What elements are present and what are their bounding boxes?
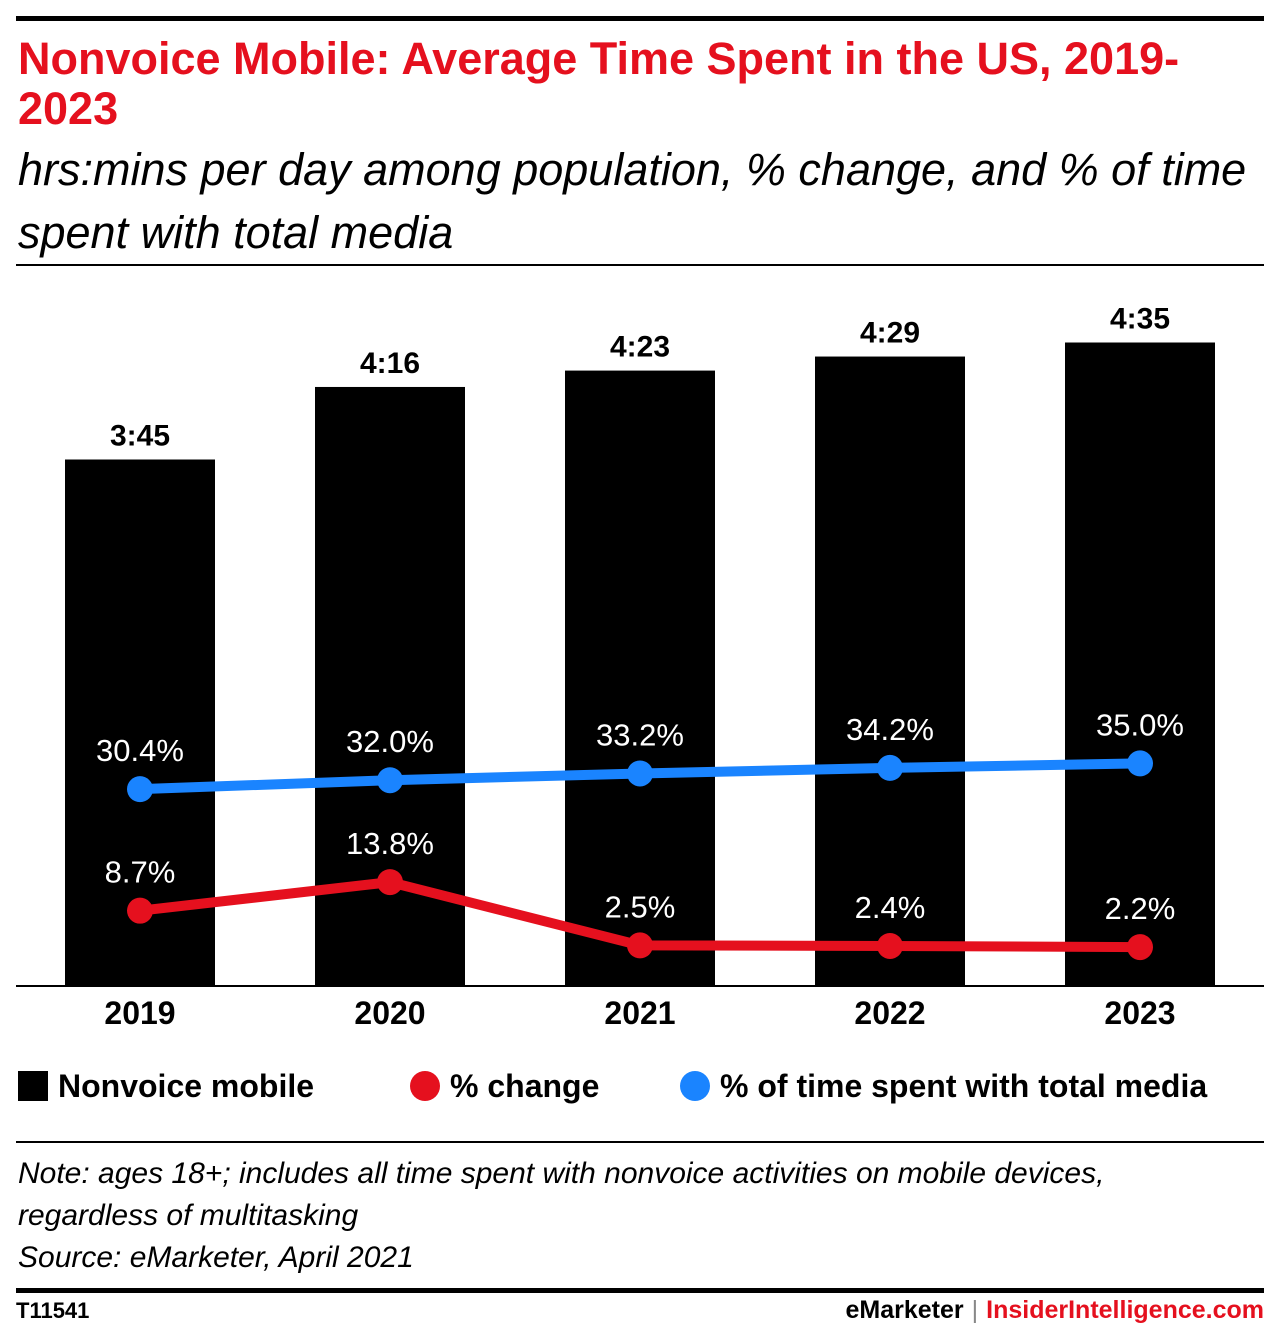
blue-dot-icon	[680, 1071, 710, 1101]
note-line-2: regardless of multitasking	[18, 1199, 359, 1232]
series-0-label-2022: 2.4%	[855, 890, 926, 925]
series-1-point-2021	[627, 760, 653, 787]
bar-value-label-2021: 4:23	[610, 331, 670, 364]
note-line-1: Note: ages 18+; includes all time spent …	[18, 1157, 1105, 1190]
series-1-point-2023	[1127, 750, 1153, 777]
legend-item-bars: Nonvoice mobile	[18, 1063, 314, 1109]
bar-2021	[565, 370, 715, 987]
chart-id: T11541	[16, 1298, 90, 1323]
bar-value-label-2019: 3:45	[110, 420, 170, 453]
x-tick-2021: 2021	[604, 995, 675, 1031]
series-1-label-2020: 32.0%	[346, 724, 434, 759]
bar-value-label-2023: 4:35	[1110, 303, 1170, 336]
chart-note: Note: ages 18+; includes all time spent …	[18, 1153, 1268, 1279]
legend-label-bars: Nonvoice mobile	[58, 1067, 315, 1104]
series-0-label-2023: 2.2%	[1105, 891, 1176, 926]
chart-subtitle: hrs:mins per day among population, % cha…	[18, 144, 1247, 258]
bar-value-label-2022: 4:29	[860, 317, 920, 350]
legend-label-change: % change	[450, 1067, 600, 1104]
series-0-label-2021: 2.5%	[605, 889, 676, 924]
top-rule	[16, 16, 1264, 21]
subtitle-rule	[16, 264, 1264, 266]
chart-title: Nonvoice Mobile: Average Time Spent in t…	[18, 33, 1180, 134]
series-1-point-2019	[127, 776, 153, 803]
series-0-label-2019: 8.7%	[105, 855, 176, 890]
series-0-point-2020	[377, 869, 403, 896]
footer-rule	[16, 1288, 1264, 1293]
x-tick-2022: 2022	[854, 995, 925, 1031]
series-1-label-2019: 30.4%	[96, 733, 184, 768]
note-rule	[16, 1141, 1264, 1143]
series-1-label-2022: 34.2%	[846, 712, 934, 747]
series-1-label-2023: 35.0%	[1096, 707, 1184, 742]
source-line: Source: eMarketer, April 2021	[18, 1241, 414, 1274]
x-tick-2023: 2023	[1104, 995, 1175, 1031]
series-0-point-2023	[1127, 934, 1153, 961]
x-tick-2019: 2019	[104, 995, 175, 1031]
bar-2023	[1065, 342, 1215, 986]
footer-brand: eMarketer | InsiderIntelligence.com	[846, 1296, 1265, 1325]
emarketer-logo-text: eMarketer	[845, 1296, 964, 1324]
series-1-label-2021: 33.2%	[596, 717, 684, 752]
bar-2022	[815, 356, 965, 986]
series-0-point-2021	[627, 932, 653, 959]
series-1-point-2022	[877, 754, 903, 781]
bar-swatch-icon	[18, 1071, 48, 1101]
chart-area: 3:45 2019 4:16 2020 4:23 2021 4:29 2022 4:35 2023…	[16, 303, 1264, 1032]
insider-intelligence-link[interactable]: InsiderIntelligence.com	[986, 1296, 1264, 1324]
legend-label-share: % of time spent with total media	[720, 1067, 1208, 1104]
red-dot-icon	[410, 1071, 440, 1101]
brand-separator: |	[971, 1296, 979, 1324]
series-0-point-2019	[127, 897, 153, 924]
series-0-label-2020: 13.8%	[346, 826, 434, 861]
x-tick-2020: 2020	[354, 995, 425, 1031]
lines-layer	[127, 750, 1153, 961]
bar-value-label-2020: 4:16	[360, 347, 420, 380]
series-1-point-2020	[377, 767, 403, 794]
labels-layer: 3:45 2019 4:16 2020 4:23 2021 4:29 2022 4:35 2023…	[96, 303, 1184, 1032]
series-0-point-2022	[877, 932, 903, 959]
legend-item-share: % of time spent with total media	[680, 1063, 1207, 1109]
legend-item-change: % change	[410, 1063, 599, 1109]
